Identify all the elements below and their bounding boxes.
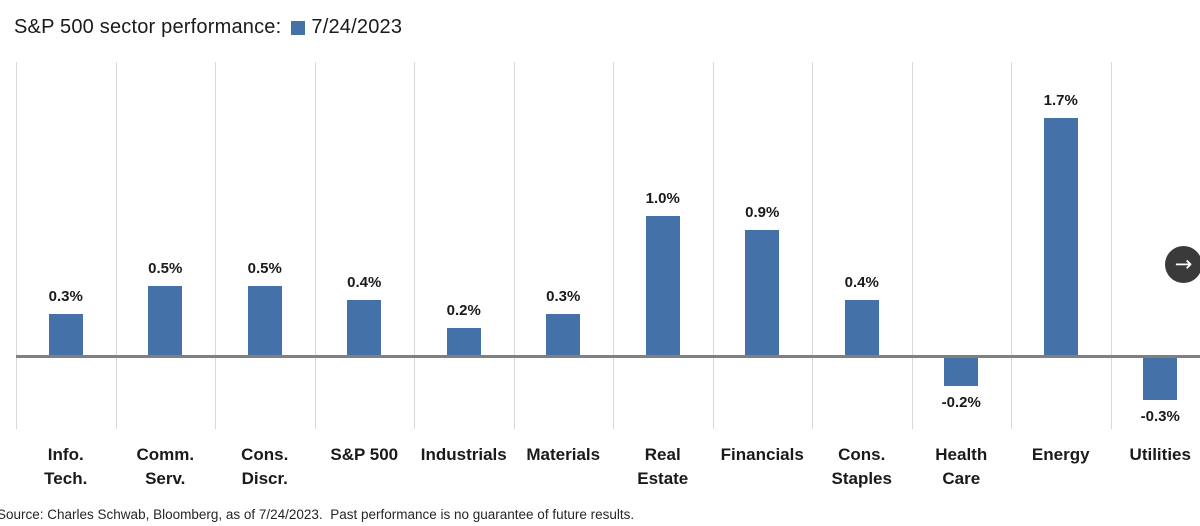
x-axis-label-utilities: Utilities — [1129, 445, 1191, 464]
gridline — [911, 62, 913, 429]
legend-swatch-icon — [291, 20, 306, 35]
source-note: Source: Charles Schwab, Bloomberg, as of… — [0, 507, 635, 522]
x-axis-label-energy: Energy — [1031, 445, 1090, 464]
x-axis-label-financials: Financials — [720, 445, 804, 464]
gridline — [1011, 62, 1012, 429]
zero-axis-line — [16, 355, 1200, 358]
legend: 7/24/2023 — [291, 16, 402, 39]
x-axis-label-health-care: Health Care — [935, 445, 988, 488]
gridline — [613, 62, 614, 429]
gridline — [115, 62, 117, 429]
carousel-next-button[interactable]: → — [1165, 246, 1200, 283]
bar-industrials — [446, 328, 481, 356]
value-label-s-p-500: 0.4% — [347, 274, 382, 291]
bar-cons-discr — [247, 286, 282, 356]
gridline — [1110, 62, 1112, 429]
x-axis-labels: Info. Tech. Comm. Serv. Cons. Discr. S&P 50… — [16, 443, 1200, 499]
bar-real-estate — [645, 216, 680, 356]
chart-header: S&P 500 sector performance: 7/24/2023 — [14, 16, 402, 39]
value-label-cons-staples: 0.4% — [844, 274, 879, 291]
x-axis-label-s-p-500: S&P 500 — [330, 445, 399, 464]
value-label-info-tech: 0.3% — [48, 288, 83, 305]
gridline — [414, 62, 415, 429]
bar-utilities — [1143, 358, 1178, 400]
chart-title: S&P 500 sector performance: — [14, 16, 282, 38]
right-arrow-icon: → — [1174, 252, 1193, 276]
x-axis-label-cons-discr: Cons. Discr. — [241, 445, 289, 488]
value-label-financials: 0.9% — [745, 204, 780, 221]
bar-s-p-500 — [347, 300, 382, 356]
bar-materials — [546, 314, 581, 356]
bar-financials — [745, 230, 780, 356]
gridline — [314, 62, 316, 429]
gridline — [215, 62, 216, 429]
gridline — [16, 62, 17, 429]
value-label-materials: 0.3% — [546, 288, 581, 305]
bar-info-tech — [48, 314, 83, 356]
x-axis-label-materials: Materials — [526, 445, 601, 464]
value-label-energy: 1.7% — [1043, 92, 1078, 109]
x-axis-label-info-tech: Info. Tech. — [44, 445, 88, 488]
x-axis-label-cons-staples: Cons. Staples — [831, 445, 892, 488]
bar-health-care — [944, 358, 979, 386]
x-axis-label-real-estate: Real Estate — [637, 445, 689, 488]
gridline — [513, 62, 515, 429]
legend-date-label: 7/24/2023 — [311, 16, 403, 38]
bar-cons-staples — [844, 300, 879, 356]
gridline — [712, 62, 714, 429]
bar-energy — [1043, 118, 1078, 356]
value-label-industrials: 0.2% — [446, 302, 481, 319]
x-axis-label-industrials: Industrials — [420, 445, 507, 464]
value-label-health-care: -0.2% — [941, 394, 981, 411]
plot-area: 0.3% 0.5% 0.5% 0.4% 0.2% 0.3% 1.0% 0.9% 0.4% -0.2… — [16, 62, 1200, 429]
gridline — [812, 62, 813, 429]
x-axis-label-comm-serv: Comm. Serv. — [136, 445, 195, 488]
value-label-utilities: -0.3% — [1140, 408, 1180, 425]
value-label-cons-discr: 0.5% — [247, 260, 282, 277]
value-label-real-estate: 1.0% — [645, 190, 680, 207]
bar-comm-serv — [148, 286, 183, 356]
value-label-comm-serv: 0.5% — [148, 260, 183, 277]
